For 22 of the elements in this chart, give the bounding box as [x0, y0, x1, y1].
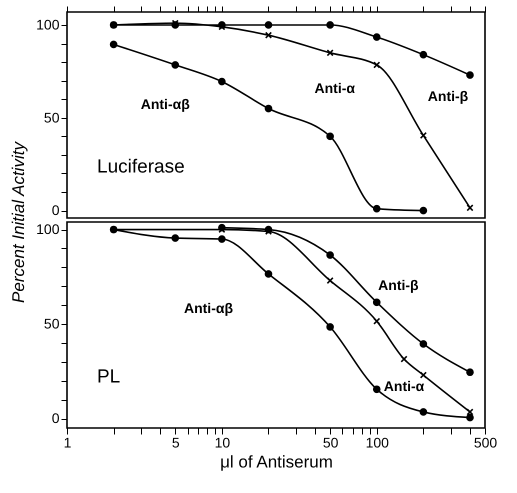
annotation: Luciferase: [97, 156, 185, 178]
series-label: Anti-α: [384, 378, 425, 394]
x-tick-label: 100: [366, 434, 390, 450]
x-tick-label: 5: [172, 434, 180, 450]
y-tick-label: 0: [52, 410, 60, 426]
x-tick-label: 10: [214, 434, 230, 450]
annotation: PL: [97, 366, 120, 388]
text: Anti-αβ: [184, 300, 234, 316]
x-tick-label: 1: [64, 434, 72, 450]
series-label: Anti-β: [428, 88, 469, 104]
y-tick-label: 100: [36, 16, 60, 32]
y-tick-label: 100: [36, 221, 60, 238]
y-axis-title: Percent Initial Activity: [9, 140, 28, 303]
series-label: Anti-β: [378, 276, 420, 293]
x-tick-label: 50: [322, 434, 339, 450]
series-label: Anti-α: [314, 80, 356, 96]
x-axis-title: μl of Antiserum: [220, 452, 333, 472]
series-label: Anti-αβ: [140, 96, 190, 112]
y-tick-label: 50: [44, 109, 60, 126]
y-tick-label: 50: [44, 316, 60, 332]
y-tick-label: 0: [52, 202, 60, 218]
x-tick-label: 500: [474, 434, 498, 450]
